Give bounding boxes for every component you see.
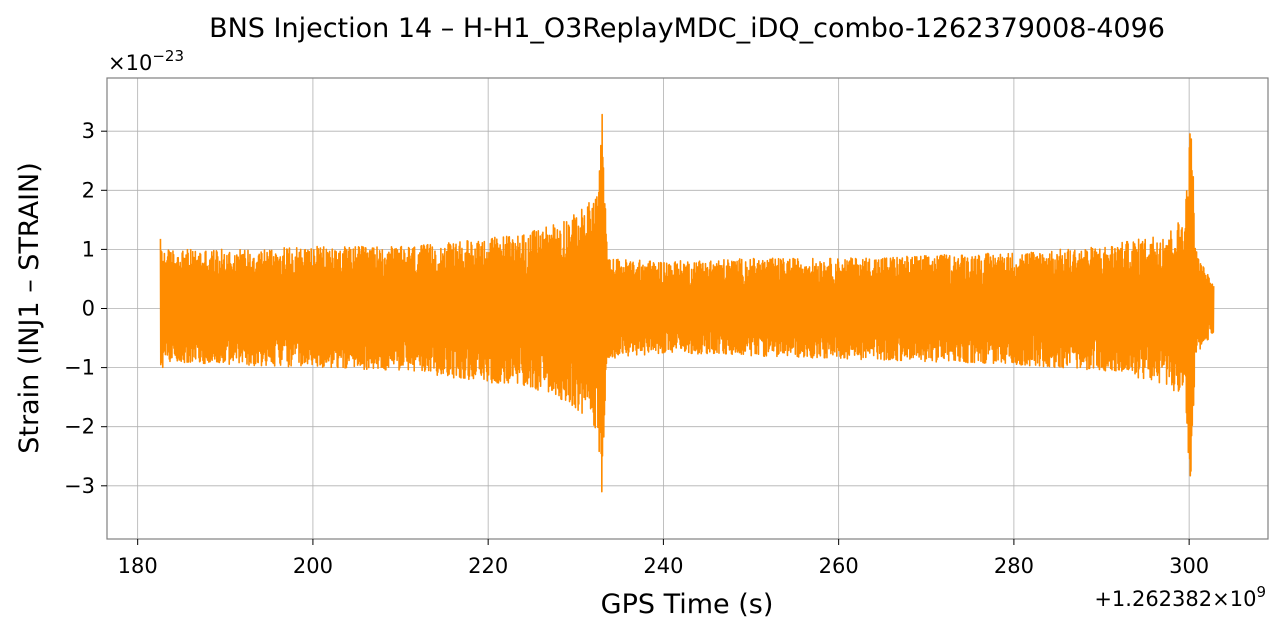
- x-tick-label: 260: [819, 554, 859, 578]
- x-tick-label: 240: [643, 554, 683, 578]
- x-axis-ticks: 180 200 220 240 260 280 300: [118, 539, 1209, 578]
- x-tick-label: 200: [293, 554, 333, 578]
- y-tick-label: −3: [64, 474, 95, 498]
- y-axis-label: Strain (INJ1 – STRAIN): [14, 162, 45, 454]
- x-tick-label: 180: [118, 554, 158, 578]
- x-tick-label: 280: [994, 554, 1034, 578]
- strain-series: [159, 113, 1215, 493]
- y-tick-label: 1: [82, 237, 95, 261]
- strain-trace: [159, 113, 1215, 493]
- y-scale-factor: ×10−23: [108, 47, 184, 75]
- y-tick-label: 2: [82, 178, 95, 202]
- x-tick-label: 220: [468, 554, 508, 578]
- x-axis-label: GPS Time (s): [601, 589, 774, 620]
- y-tick-label: −1: [64, 356, 95, 380]
- x-tick-label: 300: [1169, 554, 1209, 578]
- y-tick-label: −2: [64, 415, 95, 439]
- y-tick-label: 0: [82, 297, 95, 321]
- y-axis-ticks: −3 −2 −1 0 1 2 3: [64, 119, 107, 498]
- chart-title: BNS Injection 14 – H-H1_O3ReplayMDC_iDQ_…: [209, 13, 1165, 44]
- y-tick-label: 3: [82, 119, 95, 143]
- x-offset-label: +1.262382×109: [1094, 583, 1266, 611]
